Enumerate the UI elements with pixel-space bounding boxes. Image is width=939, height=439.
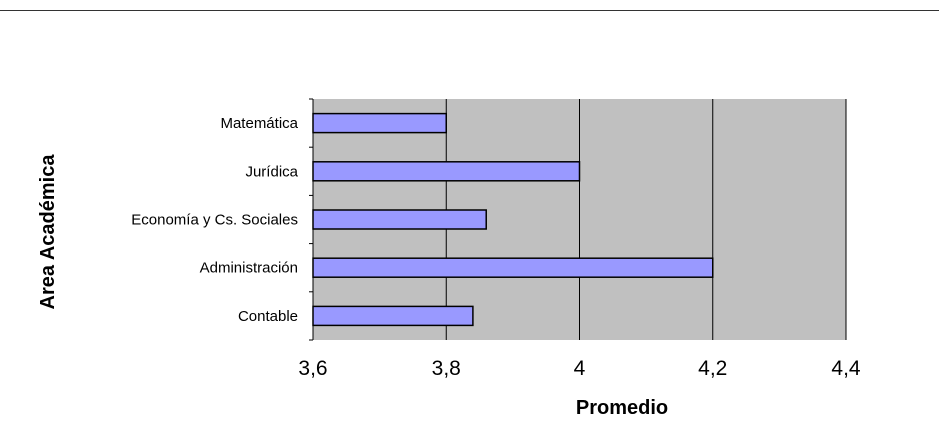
category-labels: Matemática Jurídica Economía y Cs. Sociale… [131,115,298,325]
bar [312,305,474,327]
category-label: Administración [200,260,298,277]
category-label: Contable [238,308,298,325]
x-tick-label: 3,8 [432,357,461,380]
x-axis-title: Promedio [576,397,668,419]
category-label: Matemática [220,115,298,132]
bar [312,112,447,134]
top-divider-line [0,10,939,11]
x-tick-label: 4,2 [698,357,727,380]
bars [312,112,714,327]
bar [312,161,581,182]
x-tick-label: 4 [574,357,586,380]
bar [312,209,487,230]
y-axis-tick-marks [309,98,313,341]
x-tick-labels: 3,6 3,8 4 4,2 4,4 [298,357,861,380]
x-tick-label: 4,4 [831,357,861,380]
bar [312,257,714,278]
category-label: Economía y Cs. Sociales [131,212,298,229]
x-tick-label: 3,6 [298,357,327,380]
y-axis-title: Area Académica [37,154,59,310]
category-label: Jurídica [245,163,298,180]
